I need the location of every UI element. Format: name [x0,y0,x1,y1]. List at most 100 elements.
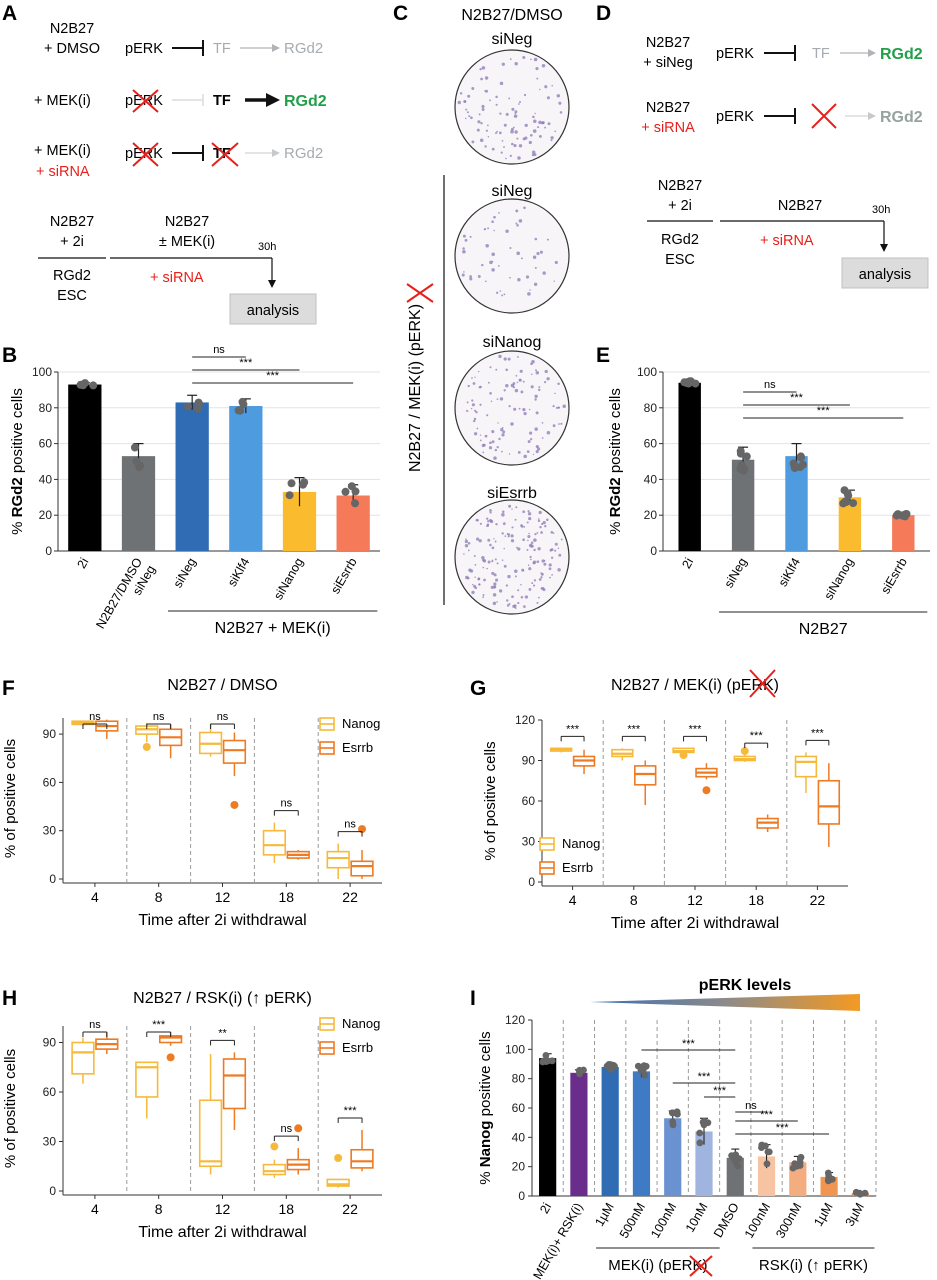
colony-dot [489,543,492,547]
bar [838,497,862,551]
group-label: RSK(i) (↑ pERK) [759,1257,868,1274]
colony-dot [544,525,547,528]
y-axis-label: % of positive cells [482,741,499,860]
colony-dot [493,538,495,540]
colony-dot [544,369,548,374]
colony-dot [496,562,499,565]
colony-dot [517,601,520,605]
colony-dot [539,88,541,91]
colony-dot [559,111,563,114]
significance-label: *** [811,727,825,739]
colony-dot [508,97,511,100]
d-tl-mid: N2B27 [778,198,822,214]
colony-dot [513,144,517,148]
colony-dot [489,99,491,102]
colony-dot [496,446,499,449]
data-point [763,1160,771,1168]
colony-dot [511,142,514,146]
colony-dot [501,513,505,517]
colony-dot [550,556,554,559]
colony-dot [505,157,507,160]
colony-dot [514,575,517,578]
colony-dot [533,548,536,552]
colony-dot [496,398,499,400]
data-point [696,1139,704,1147]
colony-dot [526,548,529,551]
colony-dot [518,407,521,410]
d-row1-arrowhead [868,49,876,57]
x-category-label: siNeg [171,555,199,590]
y-tick-label: 80 [512,1072,526,1086]
colony-dot [532,115,535,119]
colony-dot [552,424,556,428]
colony-dot [496,601,498,603]
chart-title: N2B27 / MEK(i) (pERK) [611,677,779,694]
colony-dot [509,58,512,60]
colony-dot [472,382,476,385]
c-side-cross-icon [406,283,434,303]
colony-dot [501,140,504,142]
colony-dot [507,574,511,579]
data-point [734,1162,742,1170]
x-tick-label: 8 [630,892,638,908]
colony-dot [531,153,535,157]
c-side-label-group: N2B27 / MEK(i) (pERK) [407,304,424,472]
colony-dot [470,407,473,410]
colony-dot [534,394,538,398]
colony-dot [491,430,495,434]
colony-dot [505,112,509,116]
data-point [194,399,203,408]
x-tick-label: 8 [155,889,163,905]
data-point [130,443,139,452]
data-point [696,1129,704,1137]
panel-a-schematic: N2B27 + DMSO pERK TF RGd2 + MEK(i) pERK … [34,21,327,325]
colony-dot [479,138,484,142]
data-point [824,1169,832,1177]
colony-dot [529,289,531,291]
colony-dot [527,534,531,539]
x-axis-label: Time after 2i withdrawal [138,912,306,929]
x-category-label: siKlf4 [225,555,252,589]
colony-dot [543,562,547,566]
colony-dot [528,532,530,535]
colony-dot [554,549,557,552]
colony-dot [508,453,511,455]
colony-dot [552,405,555,408]
colony-dot [492,593,497,597]
c-side-label: N2B27 / MEK(i) (pERK) [407,304,424,472]
colony-dot [510,383,515,388]
colony-dot [489,391,492,395]
significance-label: *** [817,405,831,417]
colony-dot [469,569,474,573]
colony-dot [518,219,523,223]
c-well-label-3: siNanog [483,334,542,351]
box [135,1061,159,1098]
colony-dot [487,560,491,564]
colony-dot [534,533,537,536]
y-tick-label: 40 [512,1130,526,1144]
colony-dot [482,594,485,596]
data-point [732,1151,740,1159]
y-tick-label: 90 [43,727,57,741]
bar [229,406,263,551]
colony-dot [522,510,526,514]
colony-dot [510,130,514,134]
colony-dot [481,108,485,111]
data-point [351,499,359,508]
bar [601,1066,619,1196]
colony-dot [557,423,560,425]
colony-dot [534,237,538,241]
colony-dot [482,566,485,569]
colony-dot [482,559,487,563]
colony-dot [529,431,533,435]
colony-dot [495,132,497,135]
colony-dot [556,94,561,98]
colony-dot [522,56,526,59]
colony-dot [533,119,537,124]
colony-dot [466,401,469,404]
significance-label: *** [344,1105,358,1117]
chart-e: 0 20 40 60 80 100 2i siNeg siKlf4 siNanog siEsrrb n… [607,365,930,638]
x-category-label: siKlf4 [776,555,803,589]
colony-dot [515,209,519,213]
outlier-point [142,742,151,751]
